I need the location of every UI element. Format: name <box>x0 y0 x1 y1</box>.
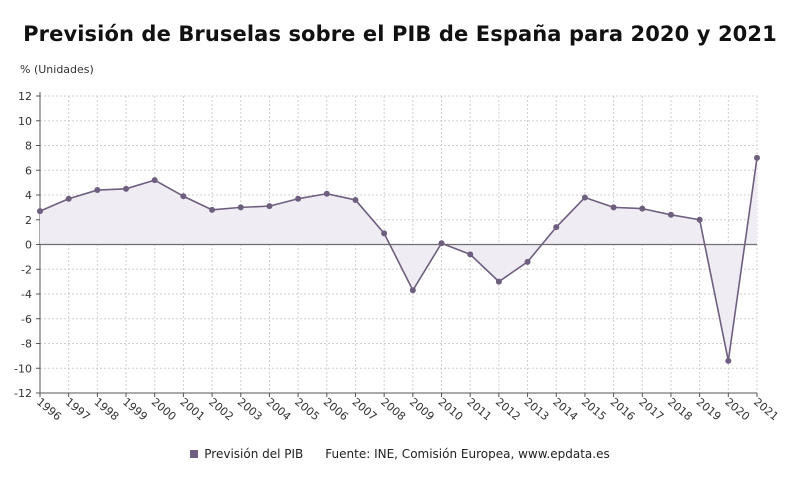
y-tick-label: 6 <box>25 164 32 177</box>
y-tick-label: -2 <box>21 263 32 276</box>
x-tick-label: 1997 <box>63 395 93 423</box>
y-tick-label: -10 <box>14 362 32 375</box>
data-point <box>409 287 416 294</box>
data-point <box>209 206 216 213</box>
x-tick-label: 2016 <box>608 395 638 423</box>
x-tick-label: 2003 <box>235 395 265 423</box>
data-point <box>323 190 330 197</box>
x-tick-label: 1999 <box>120 395 150 423</box>
x-tick-label: 2004 <box>264 395 294 423</box>
data-point <box>610 204 617 211</box>
x-tick-label: 2009 <box>407 395 437 423</box>
data-point <box>696 216 703 223</box>
x-tick-label: 2007 <box>350 395 380 423</box>
data-point <box>381 230 388 237</box>
x-tick-label: 2005 <box>292 395 322 423</box>
x-tick-label: 1996 <box>34 395 64 423</box>
y-tick-label: -6 <box>21 313 32 326</box>
data-point <box>438 240 445 247</box>
data-point <box>295 195 302 202</box>
y-tick-label: 4 <box>25 189 32 202</box>
x-tick-label: 2015 <box>579 395 609 423</box>
series-line <box>39 157 758 362</box>
x-tick-label: 2002 <box>206 395 236 423</box>
data-point <box>667 211 674 218</box>
y-tick-label: -8 <box>21 338 32 351</box>
x-tick-label: 2018 <box>665 395 695 423</box>
x-tick-label: 2001 <box>177 395 207 423</box>
legend-series-label: Previsión del PIB <box>204 447 304 461</box>
y-tick-label: -12 <box>14 387 32 400</box>
data-point <box>237 204 244 211</box>
data-point <box>123 185 130 192</box>
data-point <box>266 203 273 210</box>
legend-swatch <box>190 449 199 458</box>
y-tick-label: 0 <box>25 239 32 252</box>
x-tick-label: 2013 <box>522 395 552 423</box>
y-tick-label: 2 <box>25 214 32 227</box>
x-tick-label: 2012 <box>493 395 523 423</box>
y-tick-label: 10 <box>18 115 32 128</box>
y-tick-label: 12 <box>18 90 32 103</box>
x-tick-label: 2014 <box>550 395 580 423</box>
x-tick-label: 2006 <box>321 395 351 423</box>
y-axis-unit-label: % (Unidades) <box>20 63 94 76</box>
x-tick-label: 2000 <box>149 395 179 423</box>
x-tick-label: 2019 <box>694 395 724 423</box>
x-tick-label: 1998 <box>91 395 121 423</box>
source-note: Fuente: INE, Comisión Europea, www.epdat… <box>325 447 610 461</box>
data-point <box>495 278 502 285</box>
x-tick-label: 2017 <box>636 395 666 423</box>
x-tick-label: 2020 <box>722 395 752 423</box>
series-area <box>40 157 757 361</box>
data-point <box>65 195 72 202</box>
data-point <box>524 258 531 265</box>
data-point <box>725 357 732 364</box>
x-tick-label: 2010 <box>436 395 466 423</box>
x-tick-label: 2008 <box>378 395 408 423</box>
data-point <box>639 205 646 212</box>
x-tick-label: 2021 <box>751 395 781 423</box>
data-point <box>467 251 474 258</box>
data-point <box>94 187 101 194</box>
data-point <box>754 154 760 161</box>
data-point <box>553 224 560 231</box>
y-tick-label: -4 <box>21 288 32 301</box>
chart-title: Previsión de Bruselas sobre el PIB de Es… <box>23 22 777 46</box>
data-point <box>180 193 187 200</box>
data-point <box>352 196 359 203</box>
data-point <box>151 177 158 184</box>
data-point <box>37 208 43 215</box>
y-tick-label: 8 <box>25 140 32 153</box>
legend: Previsión del PIB Fuente: INE, Comisión E… <box>0 447 800 461</box>
x-tick-label: 2011 <box>464 395 494 423</box>
data-point <box>581 194 588 201</box>
